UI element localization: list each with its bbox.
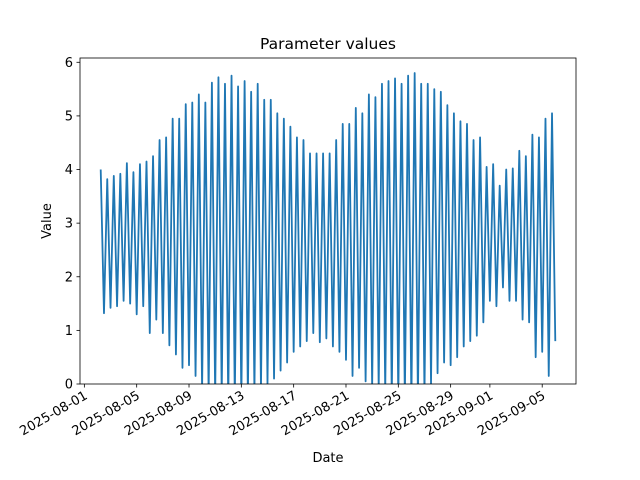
x-axis-label: Date [312, 451, 343, 466]
y-tick-label: 0 [65, 378, 73, 393]
y-tick-label: 5 [65, 109, 73, 124]
chart-title: Parameter values [260, 35, 396, 53]
y-tick-label: 6 [65, 56, 73, 71]
y-tick-label: 4 [65, 163, 73, 178]
y-tick-label: 3 [65, 217, 73, 232]
plot-area [99, 72, 557, 384]
data-line [99, 72, 557, 384]
axes-frame [79, 57, 577, 385]
y-tick-label: 1 [65, 324, 73, 339]
y-axis-label: Value [40, 203, 55, 239]
y-tick-label: 2 [65, 270, 73, 285]
